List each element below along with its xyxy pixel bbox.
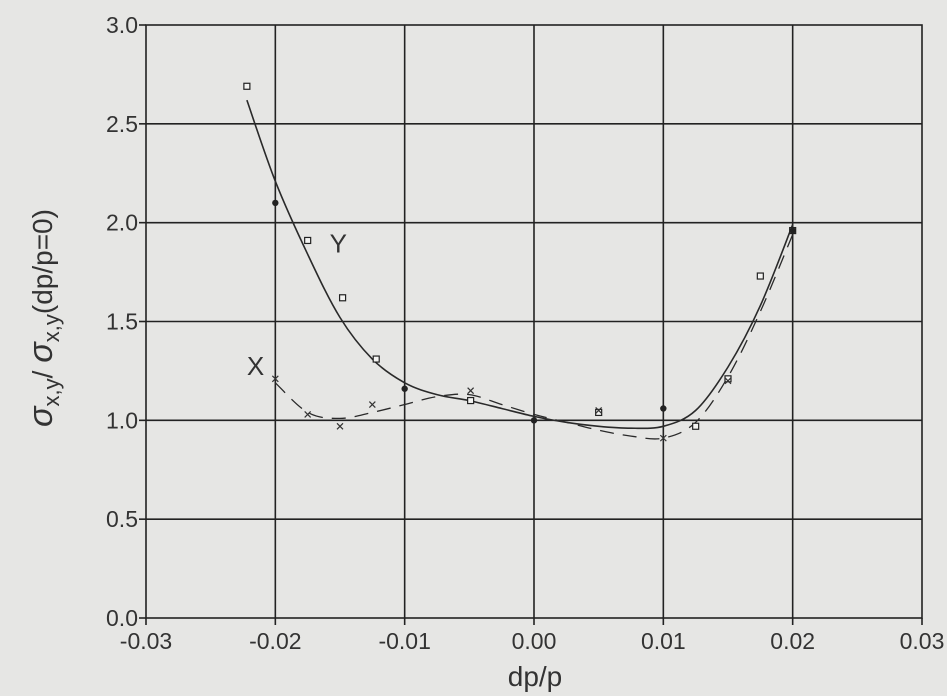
x-tick-label: -0.02: [249, 628, 301, 654]
y-tick-label: 1.5: [106, 309, 138, 335]
y-tick-label: 0.0: [106, 605, 138, 631]
y-tick-label: 1.0: [106, 407, 138, 433]
series-label-y: Y: [330, 228, 347, 258]
series-markers: [243, 82, 797, 442]
x-tick-label: 0.00: [512, 628, 557, 654]
cross-stroke: [724, 377, 732, 385]
series-y-curve: [246, 99, 794, 430]
series-x-cross-point: [368, 401, 376, 408]
x-tick-label: 0.03: [900, 628, 945, 654]
cross-stroke: [304, 410, 312, 418]
series-x-cross-point: [336, 422, 344, 430]
y-axis-ticks: 0.0 0.5 1.0 1.5 2.0 2.5 3.0: [106, 12, 146, 631]
series-x-curve: [274, 234, 794, 440]
series-x-point: [660, 405, 667, 412]
series-y-point: [692, 422, 700, 430]
cross-stroke: [467, 387, 475, 395]
y-label-subscript-1: x,y: [39, 378, 64, 406]
series-y-point: [756, 272, 764, 280]
series-y-point: [467, 396, 475, 405]
cross-stroke: [659, 434, 667, 442]
x-axis-label: dp/p: [508, 661, 563, 692]
x-tick-label: -0.01: [378, 628, 430, 654]
x-axis-ticks: -0.03 -0.02 -0.01 0.00 0.01 0.02 0.03: [120, 618, 945, 654]
grid: [146, 25, 922, 618]
series-y-point: [304, 236, 312, 245]
series-label-x: X: [247, 351, 264, 381]
y-tick-label: 3.0: [106, 12, 138, 38]
y-tick-label: 2.0: [106, 210, 138, 236]
y-label-sigma: σ: [22, 405, 60, 427]
x-tick-label: -0.03: [120, 628, 172, 654]
series-y-point: [243, 82, 251, 90]
series-x-cross-point: [467, 387, 475, 395]
series-x-cross-point: [659, 434, 667, 442]
y-axis-label: σx,y/ σx,y(dp/p=0): [22, 209, 64, 427]
series-x-cross-point: [595, 407, 603, 414]
y-tick-label: 0.5: [106, 506, 138, 532]
y-label-sigma-2: σ: [22, 341, 60, 363]
series-x-point: [789, 227, 796, 234]
series-curves: [246, 99, 794, 440]
x-tick-label: 0.02: [770, 628, 815, 654]
y-tick-label: 2.5: [106, 111, 138, 137]
series-x-cross-point: [271, 375, 279, 383]
series-x-cross-point: [304, 410, 312, 418]
series-annotations: YX: [247, 228, 347, 381]
series-y-point: [595, 408, 603, 417]
cross-stroke: [595, 407, 603, 414]
series-y-point: [338, 294, 347, 302]
series-y-point: [372, 355, 380, 363]
series-x-point: [272, 199, 279, 207]
y-label-condition: (dp/p=0): [27, 209, 58, 314]
series-y-point: [724, 375, 732, 383]
series-x-point: [401, 385, 408, 392]
cross-stroke: [368, 401, 376, 408]
series-x-point: [530, 417, 538, 424]
cross-stroke: [271, 375, 279, 383]
y-label-divider: /: [27, 363, 58, 379]
y-label-subscript-2: x,y: [39, 314, 64, 342]
cross-stroke: [336, 422, 344, 430]
series-x-cross-point: [724, 377, 732, 385]
x-tick-label: 0.01: [641, 628, 686, 654]
